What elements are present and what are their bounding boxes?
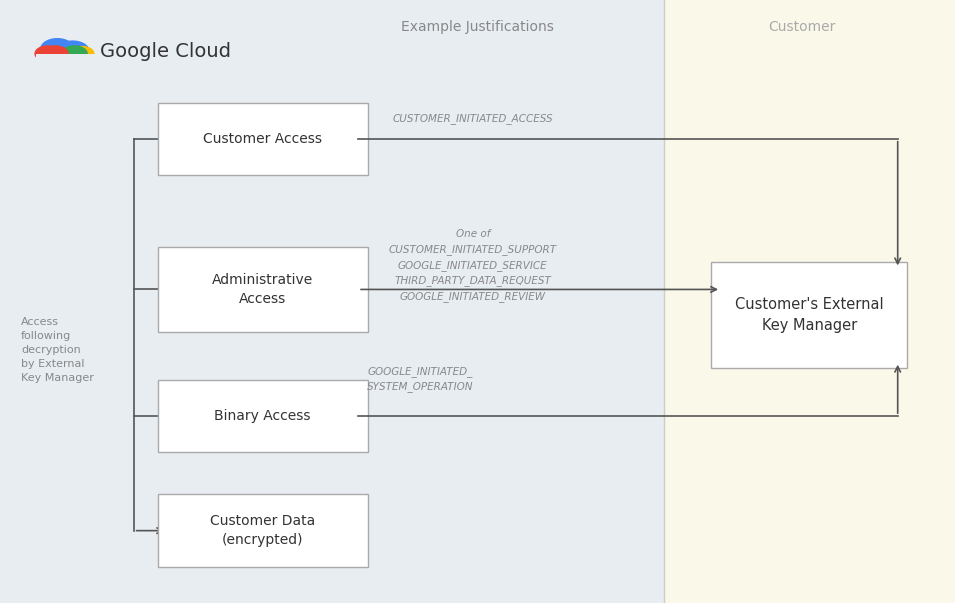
Circle shape xyxy=(34,45,61,62)
FancyBboxPatch shape xyxy=(664,0,955,603)
Text: Customer Access: Customer Access xyxy=(203,131,322,146)
FancyBboxPatch shape xyxy=(158,494,368,567)
Circle shape xyxy=(70,46,95,62)
FancyBboxPatch shape xyxy=(0,0,664,603)
FancyBboxPatch shape xyxy=(158,103,368,175)
Text: Binary Access: Binary Access xyxy=(214,409,311,423)
FancyBboxPatch shape xyxy=(36,54,96,65)
FancyBboxPatch shape xyxy=(158,247,368,332)
Circle shape xyxy=(42,45,69,62)
Circle shape xyxy=(61,45,88,62)
FancyBboxPatch shape xyxy=(711,262,907,368)
Text: Customer: Customer xyxy=(769,20,836,34)
Text: Customer's External
Key Manager: Customer's External Key Manager xyxy=(735,297,883,333)
Text: Administrative
Access: Administrative Access xyxy=(212,273,313,306)
Text: Example Justifications: Example Justifications xyxy=(401,20,554,34)
FancyBboxPatch shape xyxy=(158,380,368,452)
Text: GOOGLE_INITIATED_
SYSTEM_OPERATION: GOOGLE_INITIATED_ SYSTEM_OPERATION xyxy=(367,366,474,392)
Circle shape xyxy=(55,40,90,62)
Text: Access
following
decryption
by External
Key Manager: Access following decryption by External … xyxy=(21,317,94,383)
Text: Google Cloud: Google Cloud xyxy=(100,42,231,61)
Text: One of
CUSTOMER_INITIATED_SUPPORT
GOOGLE_INITIATED_SERVICE
THIRD_PARTY_DATA_REQU: One of CUSTOMER_INITIATED_SUPPORT GOOGLE… xyxy=(389,229,557,302)
Circle shape xyxy=(40,38,74,60)
Text: CUSTOMER_INITIATED_ACCESS: CUSTOMER_INITIATED_ACCESS xyxy=(393,113,553,124)
Text: Customer Data
(encrypted): Customer Data (encrypted) xyxy=(210,514,315,547)
